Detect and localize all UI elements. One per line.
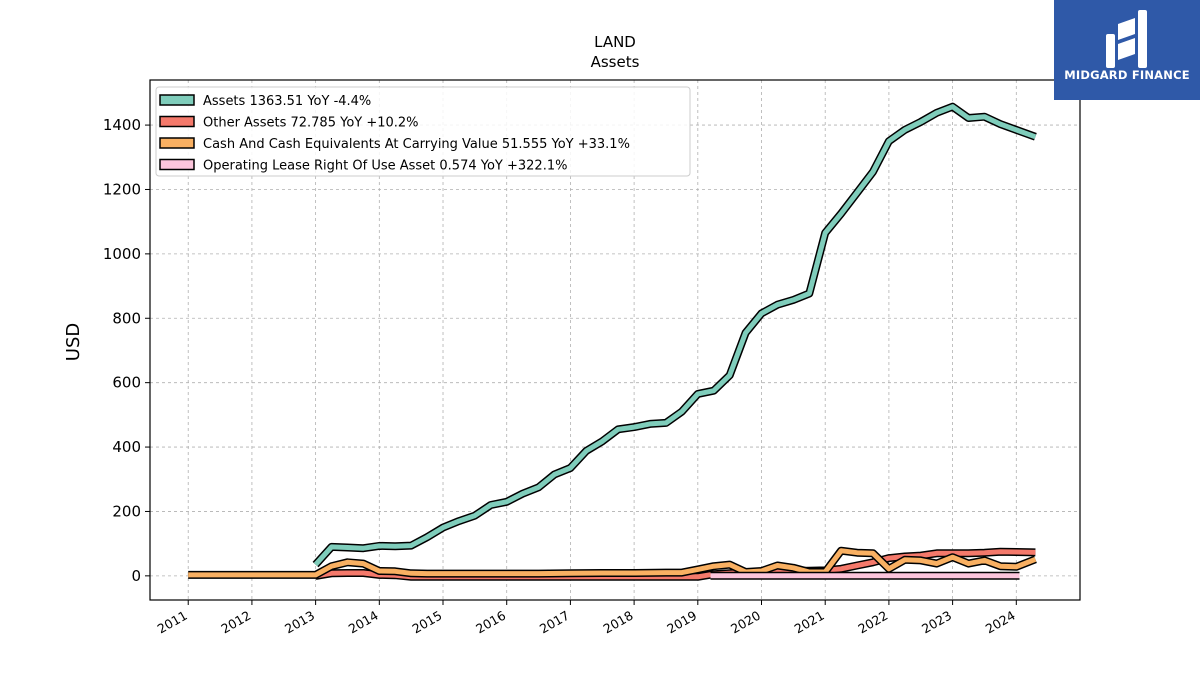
legend-swatch [159,137,195,149]
x-tick-label: 2022 [855,608,890,637]
y-tick-label: 1200 [103,180,141,198]
x-tick-label: 2021 [792,608,827,637]
legend-entry: Cash And Cash Equivalents At Carrying Va… [203,137,630,152]
legend-entry: Operating Lease Right Of Use Asset 0.574… [203,159,567,174]
x-tick-label: 2020 [728,608,763,637]
y-axis-label: USD [63,323,84,361]
legend-swatch [159,158,195,171]
x-tick-label: 2015 [409,608,444,637]
legend-box [155,86,691,177]
y-tick-label: 200 [112,502,141,520]
series-2 [188,546,1037,579]
legend-swatch [159,94,195,106]
x-tick-label: 2023 [919,608,954,637]
brand-logo: MIDGARD FINANCE [1054,0,1200,100]
series-line [188,548,1037,578]
legend-swatch [159,115,195,128]
legend-entry: Assets 1363.51 YoY -4.4% [203,94,371,109]
y-tick-label: 1400 [103,116,141,134]
series-line [313,104,1037,567]
y-tick-label: 600 [112,374,141,392]
x-tick-label: 2019 [664,608,699,637]
y-tick-label: 0 [131,567,141,585]
series-layer [188,102,1037,581]
x-tick-label: 2024 [983,608,1018,637]
x-tick-label: 2011 [155,608,190,637]
brand-mark-icon [1106,10,1147,68]
y-tick-label: 400 [112,438,141,456]
plot-frame [149,79,1081,601]
x-tick-label: 2018 [601,608,636,637]
x-tick-label: 2017 [537,608,572,637]
y-tick-label: 1000 [103,245,141,263]
x-tick-label: 2016 [473,608,508,637]
legend-entry: Other Assets 72.785 YoY +10.2% [203,116,419,131]
brand-name: MIDGARD FINANCE [1064,68,1190,82]
legend: Assets 1363.51 YoY -4.4% Other Assets 72.… [155,86,691,177]
chart-title: LAND [594,33,636,51]
chart-subtitle: Assets [591,53,640,71]
x-tick-label: 2014 [346,608,381,637]
x-tick-label: 2013 [282,608,317,637]
y-tick-label: 800 [112,309,141,327]
series-0 [312,102,1037,568]
x-tick-label: 2012 [218,608,253,637]
